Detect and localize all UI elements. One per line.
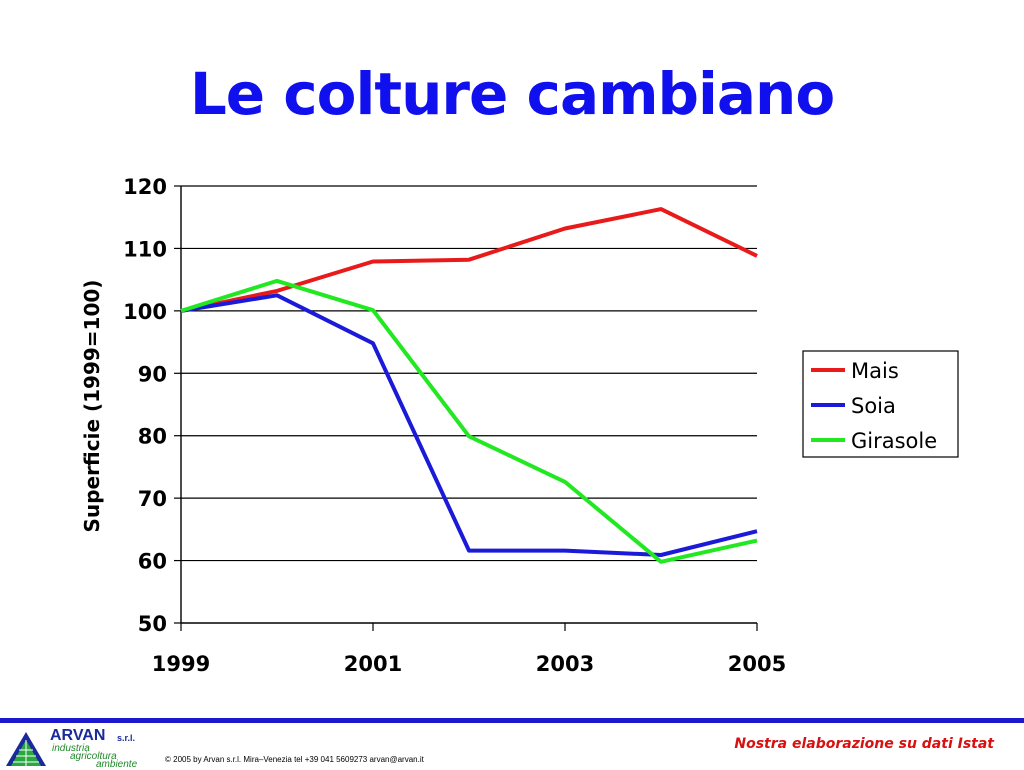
legend-label-mais: Mais [851, 359, 899, 383]
x-tick-label: 2003 [536, 652, 594, 676]
source-note: Nostra elaborazione su dati Istat [734, 736, 994, 752]
logo-line1: industria [52, 743, 90, 754]
series-line-soia [180, 293, 758, 557]
x-tick-label: 2001 [344, 652, 402, 676]
y-tick-label: 70 [138, 487, 167, 511]
logo-line2: agricoltura [70, 751, 117, 762]
grid-lines [181, 185, 757, 562]
legend-label-girasole: Girasole [851, 429, 937, 453]
legend-label-soia: Soia [851, 394, 896, 418]
axes [174, 185, 758, 631]
y-tick-label: 110 [123, 237, 167, 261]
y-axis-label: Superficie (1999=100) [80, 280, 104, 533]
series-line-girasole [180, 278, 758, 564]
y-tick-label: 100 [123, 300, 167, 324]
y-tick-label: 80 [138, 425, 167, 449]
y-tick-label: 60 [138, 550, 167, 574]
y-tick-label: 50 [138, 612, 167, 636]
y-tick-label: 120 [123, 175, 167, 199]
logo-name: ARVAN [50, 727, 106, 744]
series-line-mais [180, 207, 758, 313]
y-tick-labels: 50 60 70 80 90 100 110 120 [123, 175, 167, 636]
page-title: Le colture cambiano [189, 60, 835, 128]
x-tick-labels: 1999 2001 2003 2005 [152, 652, 786, 676]
x-tick-label: 2005 [728, 652, 786, 676]
copyright-text: © 2005 by Arvan s.r.l. Mira–Venezia tel … [165, 755, 424, 764]
y-tick-label: 90 [138, 362, 167, 386]
x-tick-label: 1999 [152, 652, 210, 676]
series-lines [180, 207, 758, 564]
arvan-logo-icon [6, 732, 46, 766]
legend: Mais Soia Girasole [802, 350, 959, 458]
footer-divider [0, 718, 1024, 723]
line-chart: 50 60 70 80 90 100 110 120 1999 2001 2003 2005 Sup… [80, 175, 959, 676]
logo-line3: ambiente [96, 759, 138, 770]
logo-suffix: s.r.l. [117, 733, 136, 743]
